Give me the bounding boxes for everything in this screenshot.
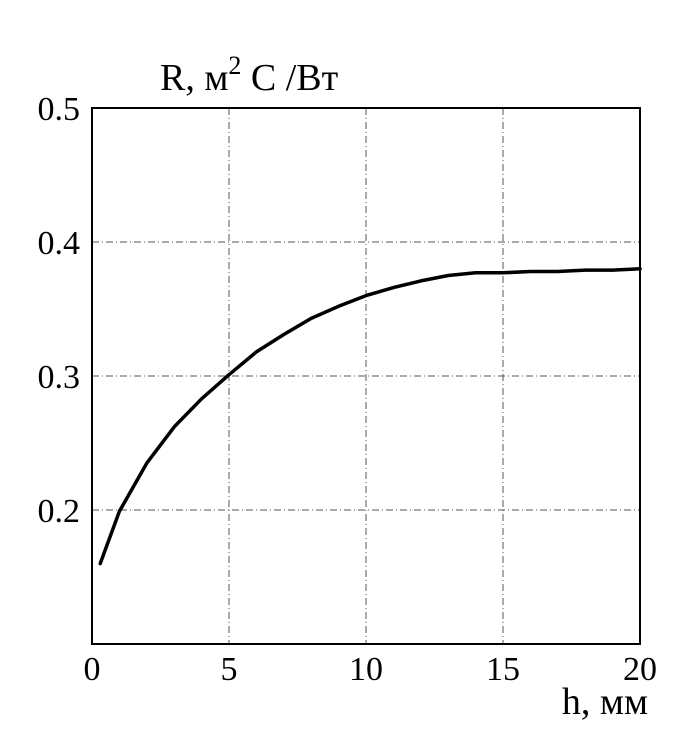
y-axis-title-main: R, м [160, 57, 228, 99]
x-tick-label: 15 [486, 651, 520, 688]
y-tick-label: 0.5 [38, 91, 81, 128]
y-axis-title-rest: C /Вт [241, 57, 338, 99]
x-tick-label: 20 [623, 651, 657, 688]
x-tick-labels: 0 5 10 15 20 [84, 651, 658, 688]
x-tick-label: 5 [221, 651, 238, 688]
x-axis-title: h, мм [562, 681, 648, 723]
plot-frame [91, 107, 641, 645]
x-tick-label: 0 [84, 651, 101, 688]
x-tick-label: 10 [349, 651, 383, 688]
y-tick-label: 0.4 [38, 225, 81, 262]
series-group [98, 267, 642, 566]
y-tick-labels: 0.2 0.3 0.4 0.5 [38, 91, 81, 530]
y-axis-title: R, м2 C /Вт [160, 51, 339, 99]
series-line [98, 267, 642, 566]
y-tick-label: 0.3 [38, 359, 81, 396]
y-tick-label: 0.2 [38, 493, 81, 530]
y-axis-title-superscript: 2 [228, 51, 241, 80]
grid-lines [92, 108, 640, 644]
